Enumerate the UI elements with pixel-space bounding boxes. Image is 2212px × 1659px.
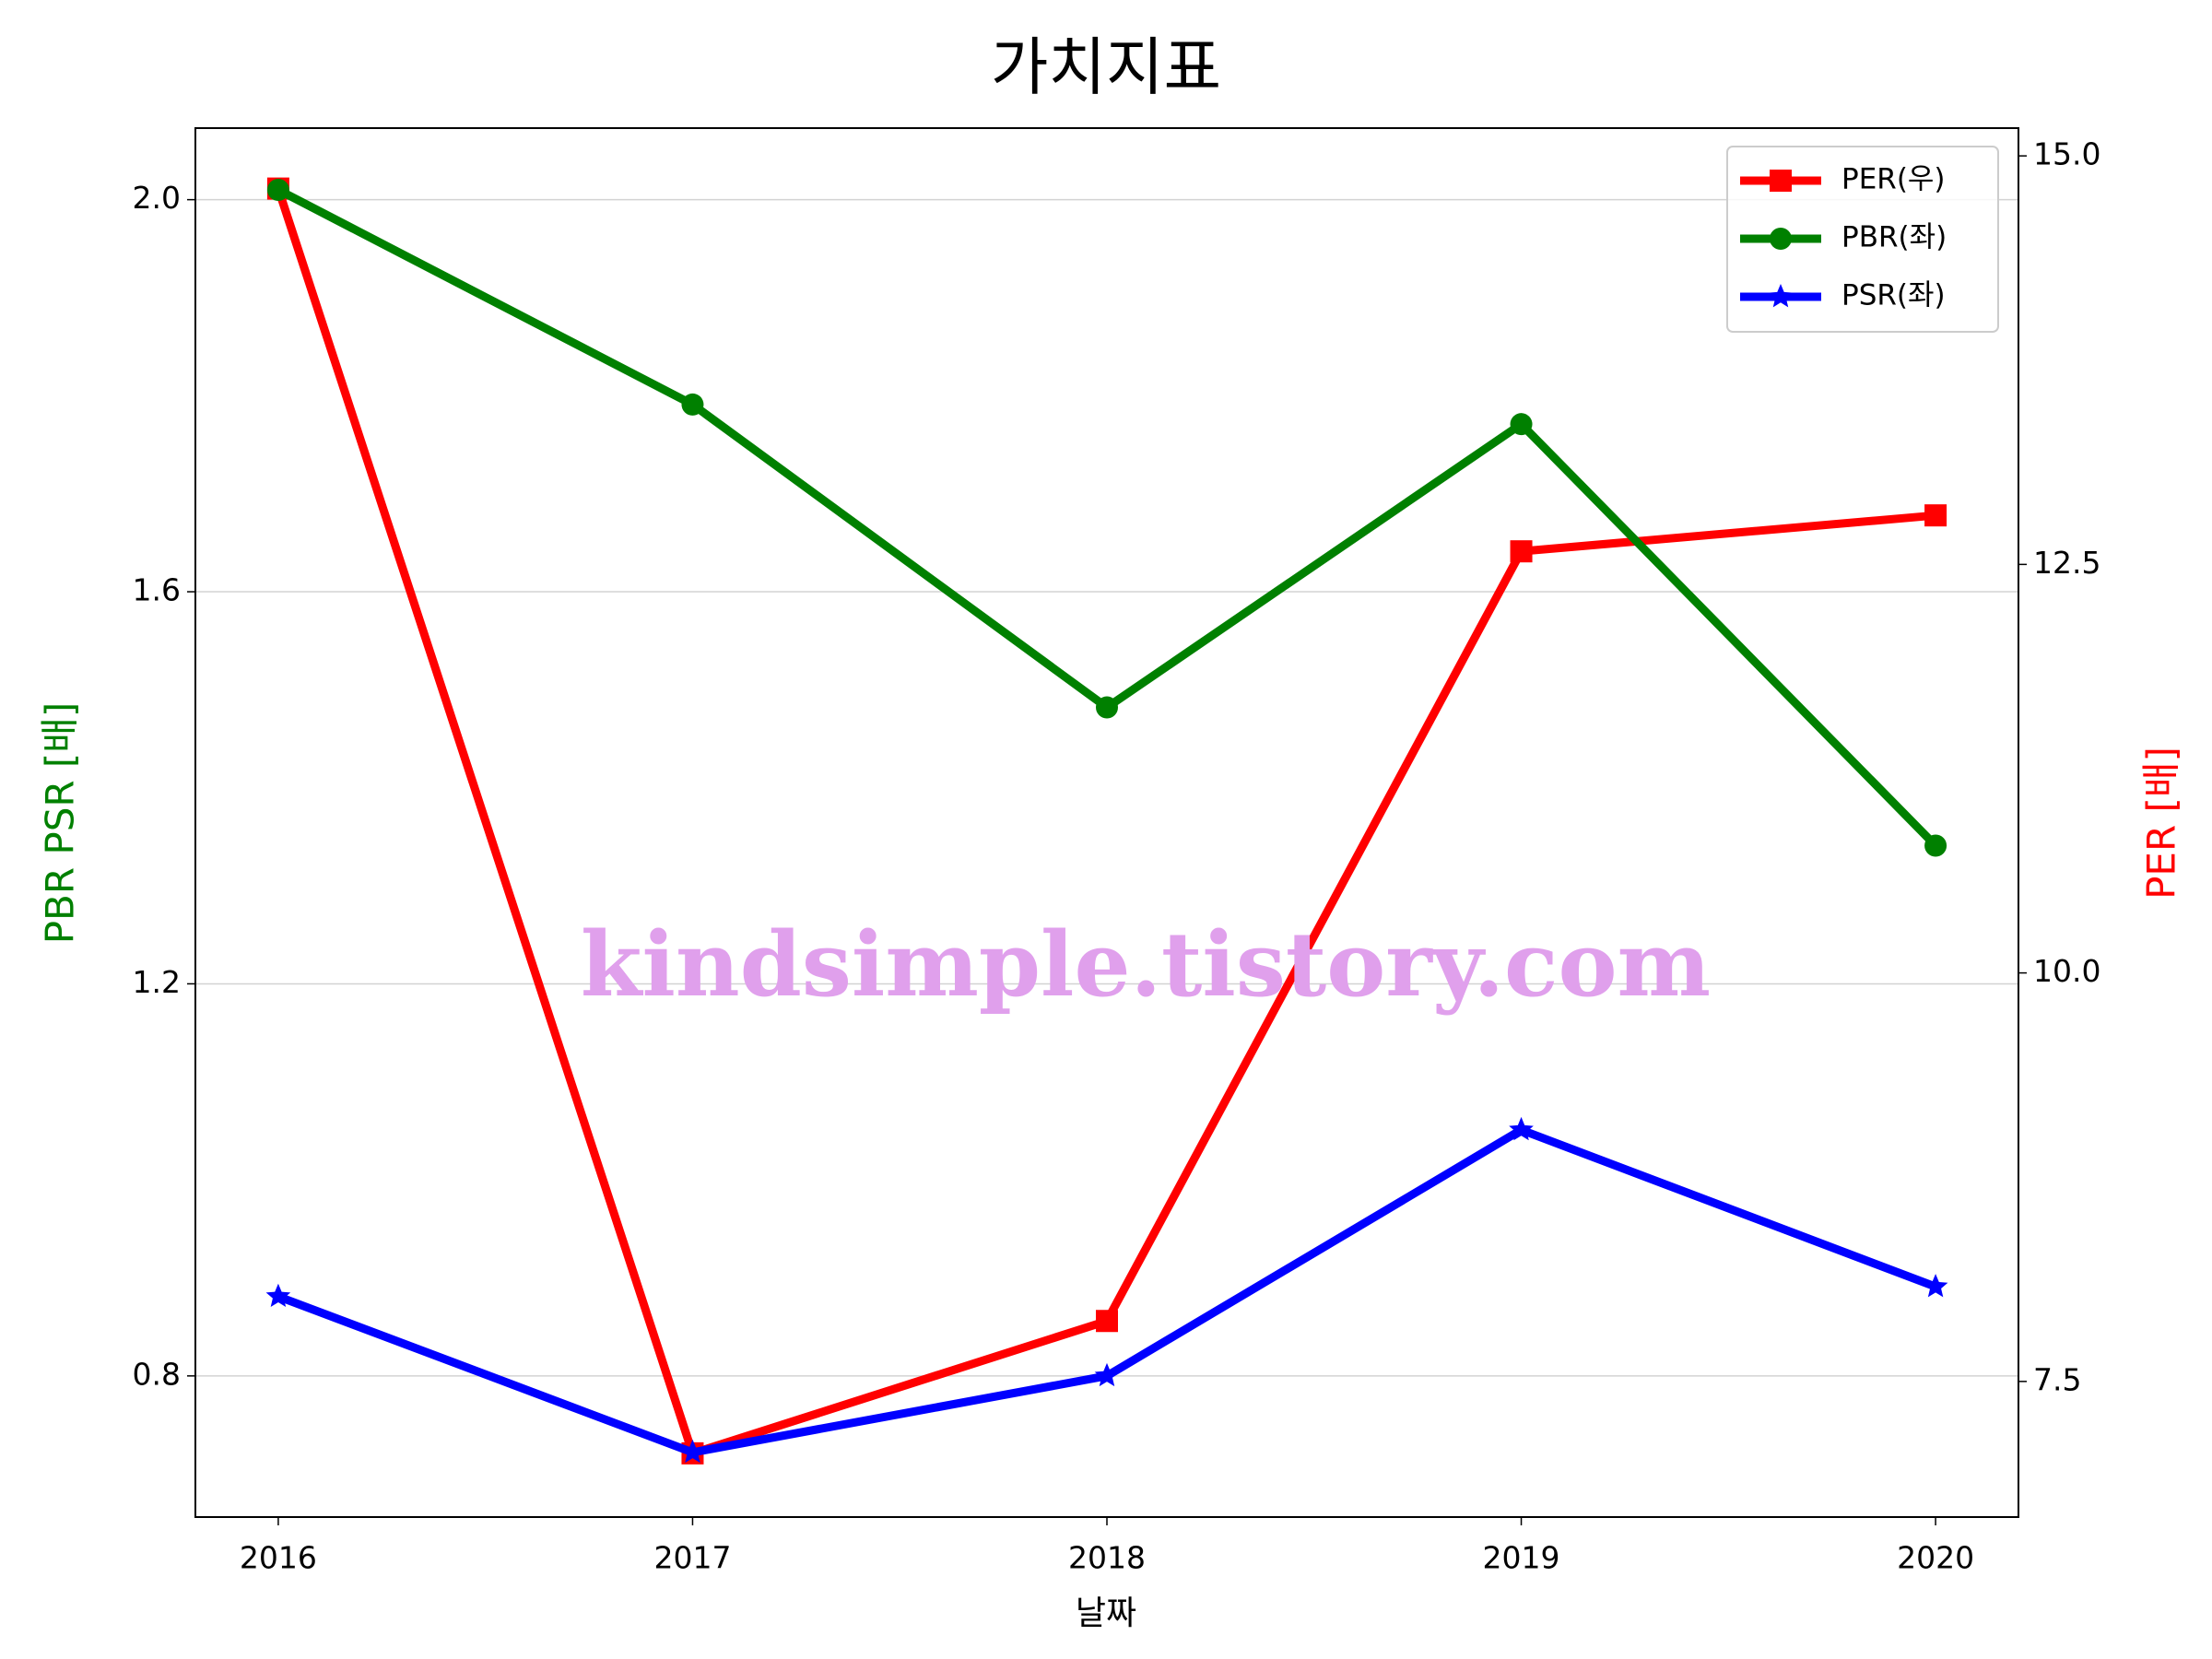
- x-tick-label: 2016: [240, 1540, 317, 1576]
- y2-tick-label: 12.5: [2033, 545, 2100, 581]
- y-tick-label: 1.2: [133, 964, 181, 1000]
- x-tick-label: 2020: [1897, 1540, 1974, 1576]
- legend-frame: [1726, 146, 1999, 333]
- y2-tick-label: 10.0: [2033, 953, 2100, 989]
- y-tick-label: 0.8: [133, 1356, 181, 1392]
- legend-label: PBR(좌): [1841, 221, 1947, 254]
- plot-frame: [194, 127, 2019, 1518]
- chart-title: 가치지표: [991, 32, 1221, 105]
- marker: [1924, 504, 1947, 527]
- marker: [1096, 696, 1118, 719]
- legend-marker: [1770, 228, 1792, 250]
- marker: [1094, 1362, 1120, 1387]
- marker: [1510, 540, 1533, 563]
- marker: [680, 1439, 705, 1464]
- marker: [1923, 1274, 1948, 1298]
- marker: [265, 1283, 291, 1308]
- y2-tick-label: 15.0: [2033, 136, 2100, 172]
- y2-axis-label: PER [배]: [2139, 747, 2184, 900]
- marker: [1510, 413, 1533, 436]
- x-tick-label: 2018: [1068, 1540, 1146, 1576]
- x-tick-label: 2017: [653, 1540, 731, 1576]
- y2-tick-label: 7.5: [2033, 1361, 2081, 1397]
- marker: [1096, 1310, 1118, 1333]
- watermark: kindsimple.tistory.com: [581, 912, 1711, 1017]
- legend-label: PER(우): [1841, 163, 1946, 196]
- y-axis-label: PBR PSR [배]: [38, 702, 83, 945]
- x-axis-label: 날짜: [1076, 1594, 1136, 1632]
- legend-marker: [1768, 284, 1794, 308]
- x-tick-label: 2019: [1483, 1540, 1560, 1576]
- marker: [266, 179, 289, 202]
- y-tick-label: 1.6: [133, 572, 181, 608]
- marker: [1924, 834, 1947, 857]
- marker: [1509, 1116, 1534, 1141]
- legend-marker: [1770, 170, 1792, 192]
- y-tick-label: 2.0: [133, 180, 181, 216]
- legend-label: PSR(좌): [1841, 279, 1946, 312]
- marker: [681, 393, 704, 416]
